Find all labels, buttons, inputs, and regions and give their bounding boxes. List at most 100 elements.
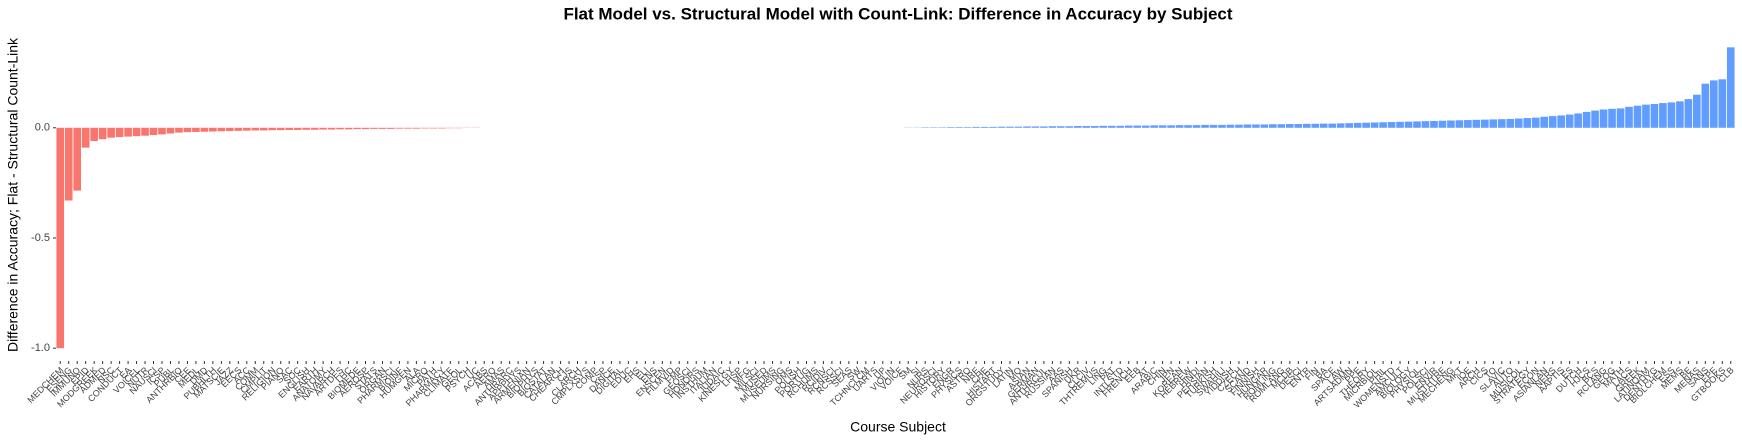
bar	[1218, 124, 1226, 128]
bar	[395, 127, 404, 129]
y-axis-title: Difference in Accuracy; Flat - Structura…	[5, 37, 21, 352]
bar	[285, 127, 294, 130]
bar	[1455, 120, 1464, 128]
bar	[1514, 118, 1523, 128]
bar	[276, 127, 285, 131]
bar	[319, 127, 327, 130]
bar	[336, 127, 344, 130]
bar	[421, 127, 429, 129]
bar	[132, 127, 141, 137]
bar	[175, 127, 183, 133]
bar	[242, 127, 251, 131]
bar	[327, 127, 336, 130]
bar	[972, 126, 980, 128]
bar	[412, 127, 421, 129]
bar	[429, 127, 438, 129]
bar	[302, 127, 310, 130]
bar	[1540, 116, 1549, 128]
bar	[1302, 123, 1311, 128]
bar	[166, 127, 175, 134]
bar	[1031, 126, 1040, 128]
bar	[1438, 120, 1447, 128]
bar	[1345, 123, 1353, 128]
bar	[1294, 124, 1303, 128]
bar	[81, 127, 90, 148]
bar	[1090, 126, 1099, 128]
bar	[1099, 125, 1108, 128]
bar	[1150, 125, 1158, 128]
bar	[963, 127, 972, 128]
x-axis-title: Course Subject	[850, 419, 946, 435]
bar	[183, 127, 192, 133]
bar	[1336, 123, 1345, 128]
bar	[1676, 101, 1684, 128]
bar	[946, 127, 955, 128]
bar	[1616, 108, 1625, 128]
bar	[1481, 119, 1489, 128]
bar	[1014, 126, 1023, 128]
bar	[1625, 106, 1633, 128]
bar	[1184, 125, 1192, 128]
bar	[1226, 124, 1235, 128]
bar	[1404, 121, 1413, 128]
bar	[361, 127, 370, 130]
bar	[1565, 114, 1574, 128]
bar	[1201, 124, 1209, 128]
bar	[1048, 126, 1057, 128]
bar	[1285, 124, 1294, 128]
bar	[1328, 123, 1337, 128]
bar	[1608, 108, 1616, 128]
bar	[1430, 120, 1438, 128]
bar	[1065, 126, 1074, 128]
bar	[1726, 47, 1735, 128]
bar	[1167, 125, 1175, 128]
bar	[1243, 124, 1252, 128]
bar	[226, 127, 234, 132]
bar	[115, 127, 124, 138]
bar	[1489, 119, 1498, 128]
bar	[1141, 125, 1150, 128]
bar	[1133, 125, 1141, 128]
y-tick-label: 0.0	[35, 122, 50, 134]
bar	[1006, 126, 1014, 128]
bar	[1124, 125, 1133, 128]
bar	[1693, 94, 1701, 128]
bar	[1235, 124, 1243, 128]
bar	[980, 126, 989, 128]
bar	[1311, 123, 1320, 128]
bar	[1701, 83, 1710, 128]
bar	[955, 127, 963, 128]
bar	[1319, 123, 1328, 128]
bar	[1421, 121, 1430, 128]
bar	[1642, 104, 1650, 128]
bar	[217, 127, 226, 132]
bar	[90, 127, 98, 141]
bar	[1387, 122, 1396, 128]
bar	[1277, 124, 1286, 128]
bar	[1506, 118, 1515, 128]
bar	[1073, 126, 1082, 128]
bar	[259, 127, 268, 131]
bar	[234, 127, 243, 131]
bar	[251, 127, 260, 131]
bar	[107, 127, 115, 138]
bar	[209, 127, 217, 132]
bar	[438, 127, 446, 129]
bar	[1057, 126, 1065, 128]
bar	[404, 127, 412, 129]
y-tick-label: -1.0	[31, 342, 50, 354]
bar	[1718, 79, 1727, 128]
bar	[1158, 125, 1167, 128]
bar	[370, 127, 378, 129]
bar	[141, 127, 149, 136]
bar	[64, 127, 73, 201]
bar	[1523, 118, 1532, 128]
bar	[98, 127, 107, 140]
bar	[344, 127, 353, 130]
bar	[1599, 109, 1608, 128]
bar	[1684, 99, 1693, 128]
bar	[989, 126, 997, 128]
bar	[1464, 120, 1472, 128]
bar	[997, 126, 1006, 128]
